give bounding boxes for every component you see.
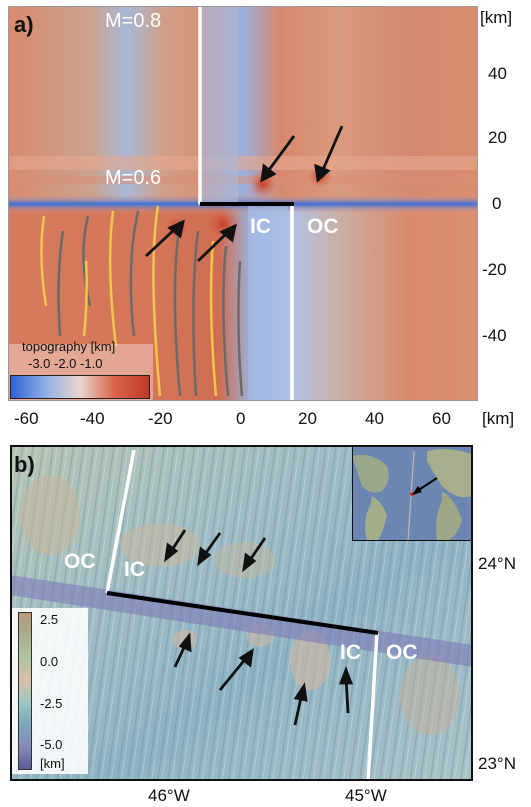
- legend-tick-neg5-0: -5.0: [40, 737, 63, 752]
- legend-unit: [km]: [40, 756, 65, 771]
- x-tick-0: 0: [236, 409, 246, 428]
- label-oc-right: OC: [386, 641, 418, 664]
- y-tick-40: 40: [488, 64, 507, 83]
- panel-a-map: [8, 6, 478, 401]
- x-tick-neg40: -40: [80, 409, 105, 428]
- panel-b-frame: [10, 445, 473, 781]
- lat-tick-23n: 23°N: [478, 754, 516, 773]
- label-ic-a: IC: [250, 215, 271, 238]
- label-ic-right: IC: [340, 641, 361, 664]
- legend-tick-neg2-5: -2.5: [40, 696, 63, 711]
- label-m08: M=0.8: [105, 10, 162, 32]
- legend-tick-2-5: 2.5: [40, 612, 59, 627]
- y-tick-0: 0: [492, 194, 502, 213]
- label-m06: M=0.6: [105, 167, 162, 189]
- colorbar-gradient: [10, 375, 150, 399]
- inset-map: [352, 446, 472, 541]
- lat-tick-24n: 24°N: [478, 554, 516, 573]
- x-tick-60: 60: [432, 409, 451, 428]
- y-unit-label: [km]: [480, 8, 513, 27]
- label-oc-left: OC: [64, 550, 96, 573]
- x-tick-40: 40: [365, 409, 384, 428]
- panel-b-label: b): [14, 452, 35, 477]
- panel-b: b) OC IC IC OC 24°N 23°N 46°W 45°W 2.5 0…: [0, 440, 531, 807]
- panel-a-frame: [8, 6, 478, 401]
- panel-a-label: a): [14, 12, 34, 37]
- legend-tick-0-0: 0.0: [40, 654, 59, 669]
- y-tick-neg20: -20: [482, 260, 507, 279]
- y-tick-neg40: -40: [482, 326, 507, 345]
- lon-tick-45w: 45°W: [345, 786, 387, 805]
- lon-tick-46w: 46°W: [148, 786, 190, 805]
- x-unit-label: [km]: [482, 409, 515, 428]
- colorbar-title: topography [km]: [22, 339, 116, 354]
- x-tick-20: 20: [298, 409, 317, 428]
- x-tick-neg60: -60: [14, 409, 39, 428]
- label-ic-left: IC: [124, 558, 145, 581]
- label-oc-a: OC: [307, 215, 339, 238]
- colorbar-ticks: -3.0 -2.0 -1.0: [28, 356, 103, 371]
- depth-legend-bar: [18, 612, 32, 770]
- y-tick-20: 20: [488, 128, 507, 147]
- panel-a: a) M=0.8 M=0.6 IC OC [km] 40 20 0 -20 -4…: [8, 6, 515, 428]
- x-tick-neg20: -20: [148, 409, 173, 428]
